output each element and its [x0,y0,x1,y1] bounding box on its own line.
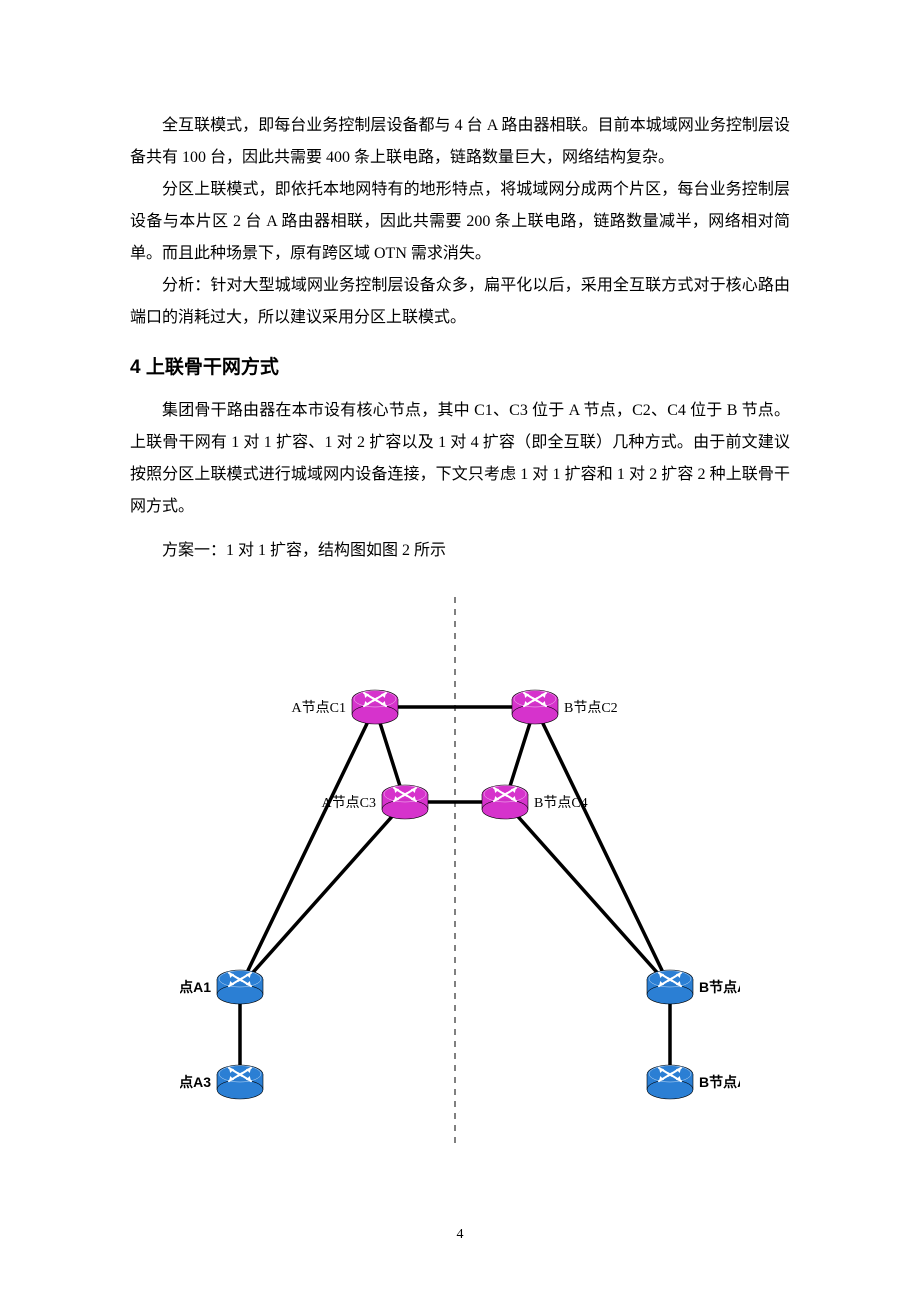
router-node-A2 [647,970,693,1004]
router-label-A4: B节点A4 [699,1074,740,1090]
router-label-A1: A节点A1 [180,979,211,995]
network-diagram-container: A节点C1 B节点C2 A节点C3 B节点C4 A节点A1 B节点A2 A节点A3 B节点A4 [130,587,790,1167]
router-node-A1 [217,970,263,1004]
router-label-C2: B节点C2 [564,700,618,716]
router-label-A2: B节点A2 [699,979,740,995]
paragraph-full-mesh: 全互联模式，即每台业务控制层设备都与 4 台 A 路由器相联。目前本城域网业务控… [130,110,790,174]
network-diagram: A节点C1 B节点C2 A节点C3 B节点C4 A节点A1 B节点A2 A节点A3 B节点A4 [180,587,740,1167]
router-label-C4: B节点C4 [534,795,588,811]
edge-C1-A1 [240,707,375,987]
edge-C2-A2 [535,707,670,987]
router-label-A3: A节点A3 [180,1074,211,1090]
router-node-A4 [647,1065,693,1099]
section-heading-4: 4 上联骨干网方式 [130,352,790,379]
edge-C3-A1 [240,802,405,987]
paragraph-partition: 分区上联模式，即依托本地网特有的地形特点，将城域网分成两个片区，每台业务控制层设… [130,174,790,270]
edges-group [240,707,670,1082]
router-node-C4 [482,785,528,819]
paragraph-analysis: 分析：针对大型城域网业务控制层设备众多，扁平化以后，采用全互联方式对于核心路由端… [130,270,790,334]
router-label-C1: A节点C1 [292,700,346,716]
router-node-A3 [217,1065,263,1099]
router-node-C3 [382,785,428,819]
router-label-C3: A节点C3 [322,795,376,811]
edge-C4-A2 [505,802,670,987]
router-node-C2 [512,690,558,724]
paragraph-backbone-intro: 集团骨干路由器在本市设有核心节点，其中 C1、C3 位于 A 节点，C2、C4 … [130,395,790,523]
paragraph-scheme-1: 方案一：1 对 1 扩容，结构图如图 2 所示 [130,535,790,567]
router-node-C1 [352,690,398,724]
page-number: 4 [130,1227,790,1243]
